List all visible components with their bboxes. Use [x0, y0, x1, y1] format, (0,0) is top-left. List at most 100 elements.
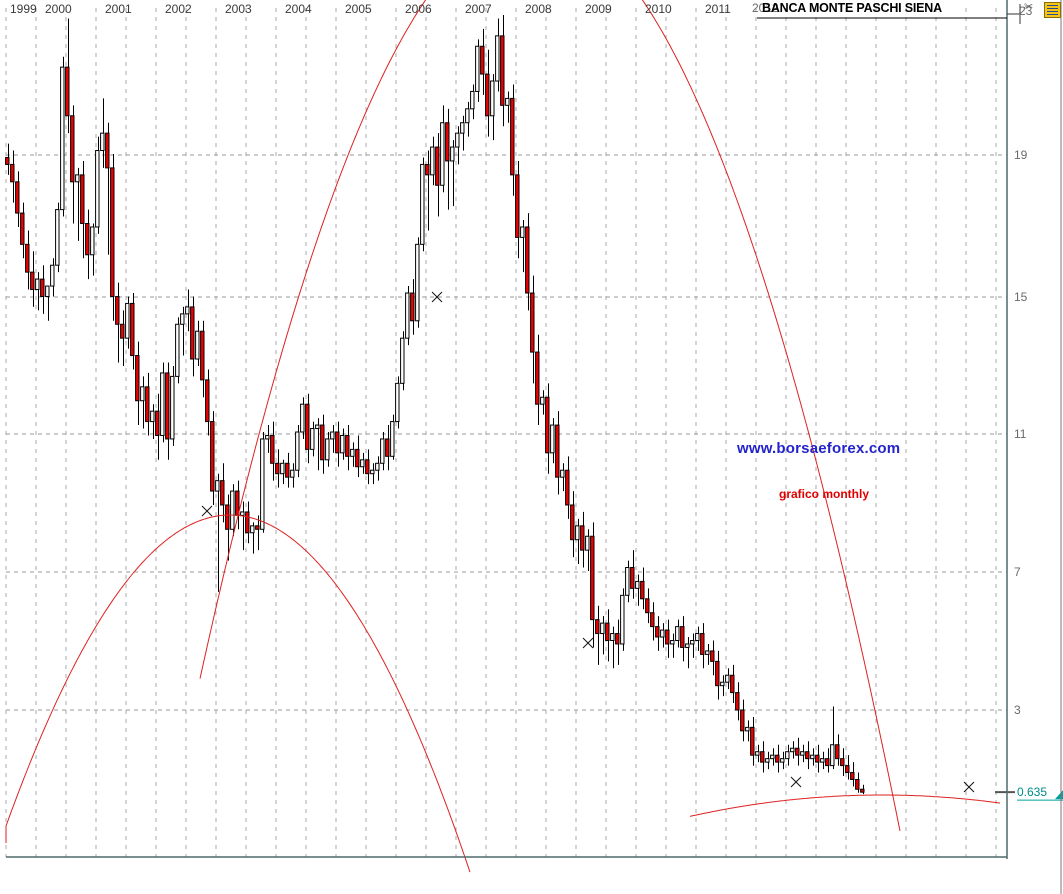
candlestick: [845, 755, 850, 780]
candlestick: [745, 720, 750, 742]
candlestick: [860, 784, 865, 795]
chart-markers: [201, 291, 1063, 801]
overlay-curves: [5, 0, 1001, 873]
candlestick: [420, 157, 425, 252]
candlestick: [475, 39, 480, 102]
candlestick: [580, 511, 585, 568]
svg-text:2004: 2004: [285, 2, 312, 16]
candlestick: [190, 296, 195, 377]
scissors-icon[interactable]: ✂: [1024, 1, 1034, 13]
candlestick: [125, 296, 130, 349]
candlestick: [90, 223, 95, 276]
watermark-subtitle: grafico monthly: [779, 487, 870, 501]
candlestick: [180, 306, 185, 356]
candlestick: [130, 293, 135, 370]
candlestick: [105, 122, 110, 255]
candlestick: [625, 560, 630, 603]
candlestick: [495, 18, 500, 92]
candlestick: [185, 289, 190, 332]
candlestick: [620, 588, 625, 651]
candlestick: [250, 522, 255, 554]
candlestick: [135, 341, 140, 426]
candlestick: [760, 741, 765, 773]
x-marker-2009: [582, 637, 594, 649]
candlestick: [645, 588, 650, 624]
chart-frame: [6, 0, 1062, 894]
candlestick: [710, 640, 715, 676]
candlestick: [830, 706, 835, 770]
candlestick: [230, 484, 235, 537]
candlestick: [295, 425, 300, 478]
candlestick: [530, 275, 535, 384]
candlestick: [340, 428, 345, 460]
candlestick: [450, 140, 455, 207]
candlestick: [800, 744, 805, 763]
candlestick: [10, 150, 15, 203]
candlestick: [810, 748, 815, 766]
candlestick: [165, 362, 170, 460]
candlestick: [545, 383, 550, 474]
candlestick: [690, 633, 695, 658]
candlestick: [360, 452, 365, 474]
svg-text:19: 19: [1014, 148, 1028, 162]
candlestick: [740, 699, 745, 742]
candlestick: [435, 133, 440, 217]
app-logo-icon[interactable]: [1044, 2, 1061, 18]
candlestick: [400, 331, 405, 391]
candlestick: [650, 602, 655, 641]
svg-text:2007: 2007: [465, 2, 492, 16]
candlestick: [40, 265, 45, 314]
candlestick: [480, 28, 485, 95]
candlestick: [385, 425, 390, 471]
candlestick: [205, 369, 210, 436]
candlestick: [675, 619, 680, 648]
x-marker-2011: [790, 776, 802, 788]
candlestick: [255, 515, 260, 551]
candlestick: [460, 115, 465, 151]
candlestick: [515, 160, 520, 259]
candlestick: [350, 442, 355, 467]
svg-text:2002: 2002: [165, 2, 192, 16]
candlestick: [405, 286, 410, 346]
candlestick: [245, 501, 250, 544]
candlestick: [100, 98, 105, 168]
candlestick: [325, 432, 330, 467]
candlestick: [465, 101, 470, 137]
candlestick: [210, 411, 215, 505]
svg-text:2001: 2001: [105, 2, 132, 16]
parabola-descending-to-2003-bottom: [5, 514, 471, 873]
candlestick: [240, 501, 245, 551]
candlestick: [660, 623, 665, 648]
candlestick: [80, 160, 85, 259]
candlestick: [395, 376, 400, 429]
candlestick: [555, 411, 560, 495]
candlestick: [310, 421, 315, 457]
candlestick: [345, 425, 350, 471]
candlestick: [505, 91, 510, 123]
svg-text:11: 11: [1014, 427, 1027, 441]
candlestick: [485, 49, 490, 137]
x-marker-2012-right: [963, 781, 975, 793]
candlestick: [535, 334, 540, 426]
candlestick: [815, 744, 820, 773]
candlestick: [35, 272, 40, 311]
candlestick: [355, 435, 360, 478]
candlestick: [795, 737, 800, 766]
candlestick: [730, 664, 735, 704]
candlestick: [170, 365, 175, 446]
svg-text:2010: 2010: [645, 2, 672, 16]
candlestick: [270, 421, 275, 481]
candlestick: [735, 682, 740, 721]
candlestick: [820, 751, 825, 770]
candlestick: [840, 748, 845, 777]
xaxis-partial-year-label: 2012: [752, 1, 779, 15]
candlestick: [780, 751, 785, 770]
candlestick: [445, 108, 450, 210]
x-marker-2006: [431, 291, 443, 303]
candlestick: [540, 390, 545, 415]
candlestick: [755, 744, 760, 763]
svg-text:2009: 2009: [585, 2, 612, 16]
candlestick: [45, 285, 50, 321]
